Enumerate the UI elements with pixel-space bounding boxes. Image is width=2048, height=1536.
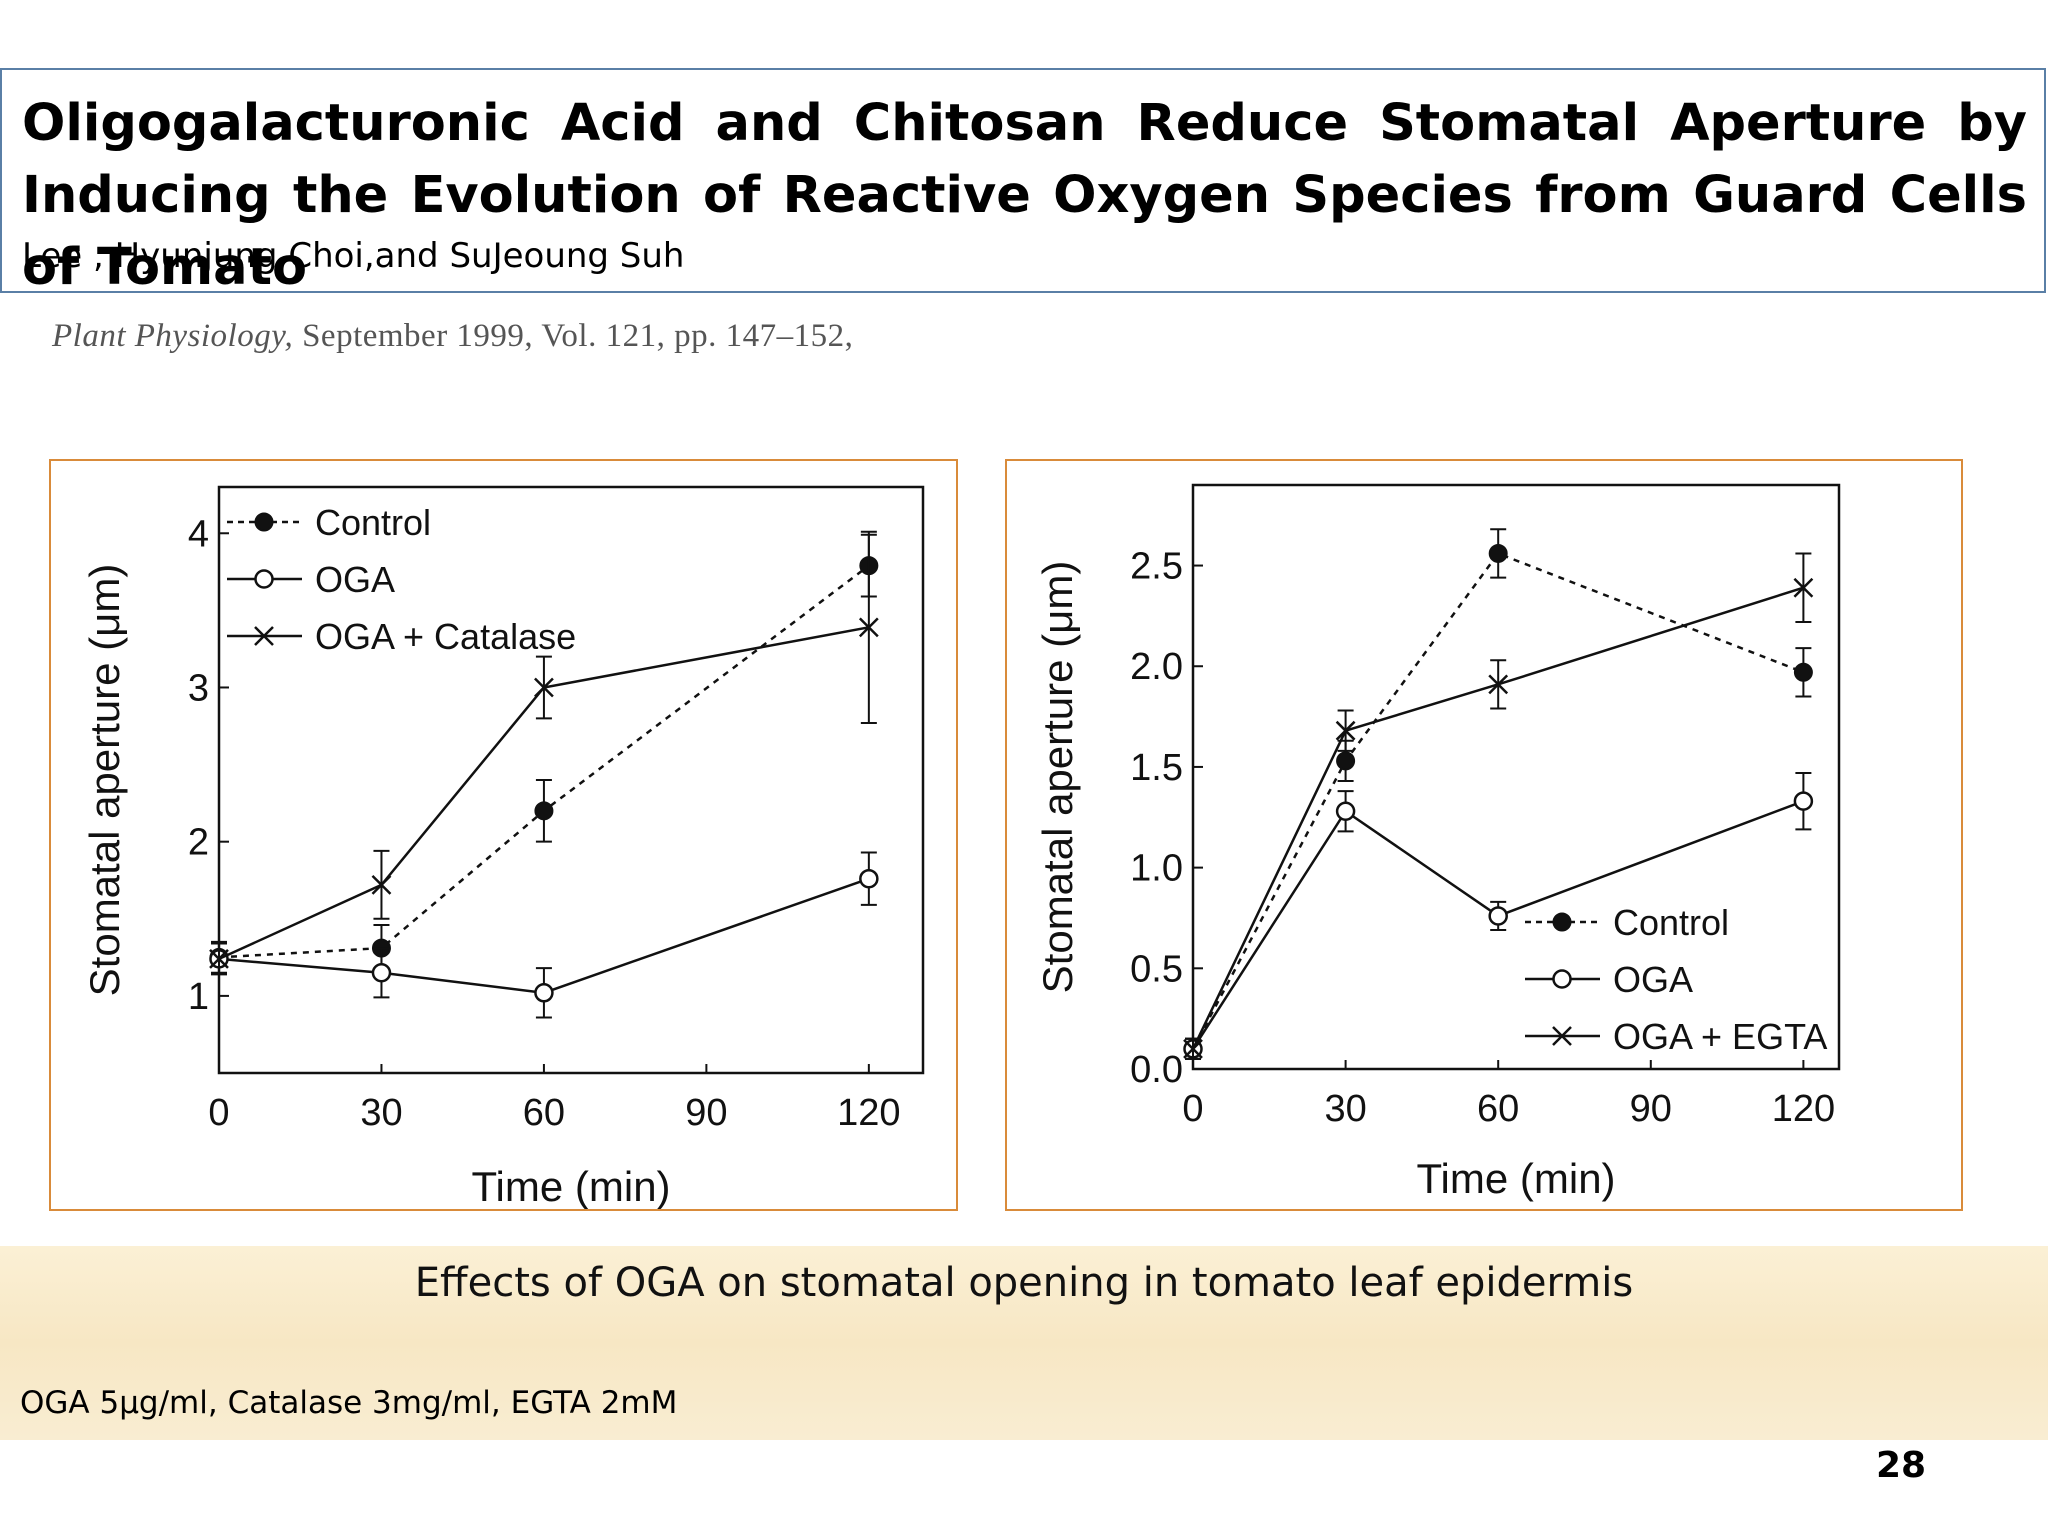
chart1-legend: Control OGA OGA + Catalase: [227, 502, 576, 657]
chart1-oga-point: [371, 963, 392, 983]
citation-details: September 1999, Vol. 121, pp. 147–152,: [293, 318, 854, 354]
chart2-legend-oga-marker: [1552, 969, 1572, 989]
chart1-legend-oga-catalase-label: OGA + Catalase: [315, 616, 576, 657]
chart1-oga-point: [534, 983, 554, 1003]
chart2-y-tick-label: 0.5: [1130, 948, 1183, 990]
chart1-x-tick-label: 0: [208, 1092, 229, 1134]
chart2-control-point: [1336, 751, 1356, 771]
chart1-oga-series: [209, 851, 879, 1019]
chart2-y-tick-label: 2.0: [1130, 646, 1183, 688]
chart1-legend-oga-catalase-marker: [254, 626, 274, 646]
chart1-control-point: [534, 801, 554, 821]
citation: Plant Physiology, September 1999, Vol. 1…: [52, 318, 853, 355]
chart2-oga-point: [1335, 801, 1356, 821]
chart1-legend-oga-marker: [254, 569, 274, 589]
chart2-oga-egta-line: [1191, 586, 1804, 1050]
chart-catalase-svg: 0 30 60 90 120 1 2 3 4 Time (min) Stomatal apertur…: [81, 485, 925, 1210]
chart1-x-tick-label: 90: [685, 1092, 727, 1134]
chart1-y-axis-label: Stomatal aperture (μm): [81, 564, 128, 997]
chart2-control-point: [1793, 662, 1813, 682]
chart1-y-tick-label: 4: [188, 513, 209, 555]
chart2-control-point: [1488, 543, 1508, 563]
chart2-oga-egta-point: [1183, 1038, 1203, 1059]
chart1-legend-oga-label: OGA: [315, 559, 395, 600]
chart1-plot-frame: [217, 485, 925, 1075]
chart-egta: 0 30 60 90 120 0.0 0.5 1.0 1.5 2.0 2.5 Time (min) St…: [1005, 459, 1963, 1211]
chart1-oga-catalase-line: [218, 626, 870, 961]
chart2-legend-oga-label: OGA: [1613, 959, 1693, 1000]
chart1-legend-control-marker: [254, 512, 274, 532]
chart2-y-tick-label: 2.5: [1130, 546, 1183, 588]
chart-egta-svg: 0 30 60 90 120 0.0 0.5 1.0 1.5 2.0 2.5 Time (min) St…: [1034, 483, 1841, 1202]
chart2-y-tick-label: 0.0: [1130, 1049, 1183, 1091]
chart1-y-tick-label: 1: [188, 976, 209, 1018]
page-number: 28: [1876, 1445, 1927, 1486]
chart1-x-tick-label: 60: [523, 1092, 565, 1134]
chart2-x-tick-label: 120: [1772, 1088, 1835, 1130]
chart1-control-series: [209, 533, 879, 974]
chart2-x-tick-label: 30: [1324, 1088, 1366, 1130]
chart2-legend-oga-egta-marker: [1552, 1026, 1572, 1046]
chart1-oga-catalase-series: [209, 530, 879, 976]
chart1-x-tick-label: 120: [837, 1092, 900, 1134]
chart2-oga-series: [1183, 771, 1814, 1060]
authors: Lee , Hyunjung Choi,and SuJeoung Suh: [22, 236, 685, 276]
citation-journal: Plant Physiology,: [52, 318, 294, 354]
chart2-y-tick-label: 1.5: [1130, 747, 1183, 789]
chart1-x-tick-label: 30: [360, 1092, 402, 1134]
figure-caption: Effects of OGA on stomatal opening in to…: [414, 1260, 1634, 1306]
chart1-x-axis-label: Time (min): [471, 1163, 670, 1209]
chart2-oga-point: [1793, 791, 1814, 811]
chart2-oga-egta-series: [1183, 552, 1814, 1060]
chart2-x-axis-label: Time (min): [1416, 1155, 1615, 1202]
chart2-legend-control-label: Control: [1613, 902, 1729, 943]
chart2-oga-egta-point: [1793, 577, 1814, 598]
chart2-x-tick-label: 0: [1182, 1088, 1203, 1130]
chart2-oga-egta-point: [1488, 674, 1509, 695]
chart1-y-tick-label: 3: [188, 667, 209, 709]
chart2-control-series: [1183, 528, 1813, 1060]
chart2-y-tick-label: 1.0: [1130, 848, 1183, 890]
chart2-x-tick-label: 90: [1630, 1088, 1672, 1130]
concentration-note: OGA 5μg/ml, Catalase 3mg/ml, EGTA 2mM: [20, 1385, 678, 1421]
caption-band: [0, 1246, 2048, 1440]
chart2-oga-point: [1488, 906, 1508, 926]
chart2-oga-egta-point: [1335, 720, 1356, 741]
chart1-oga-catalase-point: [858, 617, 879, 638]
chart2-oga-line: [1191, 799, 1804, 1050]
chart2-x-tick-label: 60: [1477, 1088, 1519, 1130]
chart1-control-line: [218, 564, 870, 959]
chart1-oga-catalase-point: [209, 949, 229, 969]
slide-title: Oligogalacturonic Acid and Chitosan Redu…: [22, 94, 2027, 297]
chart1-oga-line: [218, 877, 870, 995]
chart2-legend: Control OGA OGA + EGTA: [1525, 902, 1827, 1057]
chart2-plot-frame: [1191, 483, 1841, 1071]
chart1-oga-catalase-point: [534, 677, 554, 698]
chart2-legend-oga-egta-label: OGA + EGTA: [1613, 1016, 1827, 1057]
chart2-legend-control-marker: [1552, 912, 1572, 932]
chart1-legend-control-label: Control: [315, 502, 431, 543]
chart1-oga-point: [859, 868, 879, 889]
chart2-control-line: [1191, 551, 1804, 1050]
chart2-y-axis-label: Stomatal aperture (μm): [1034, 561, 1081, 994]
chart-catalase: 0 30 60 90 120 1 2 3 4 Time (min) Stomatal apertur…: [49, 459, 958, 1211]
chart1-y-tick-label: 2: [188, 822, 209, 864]
chart1-oga-catalase-point: [371, 874, 392, 895]
title-box: Oligogalacturonic Acid and Chitosan Redu…: [0, 68, 2046, 297]
